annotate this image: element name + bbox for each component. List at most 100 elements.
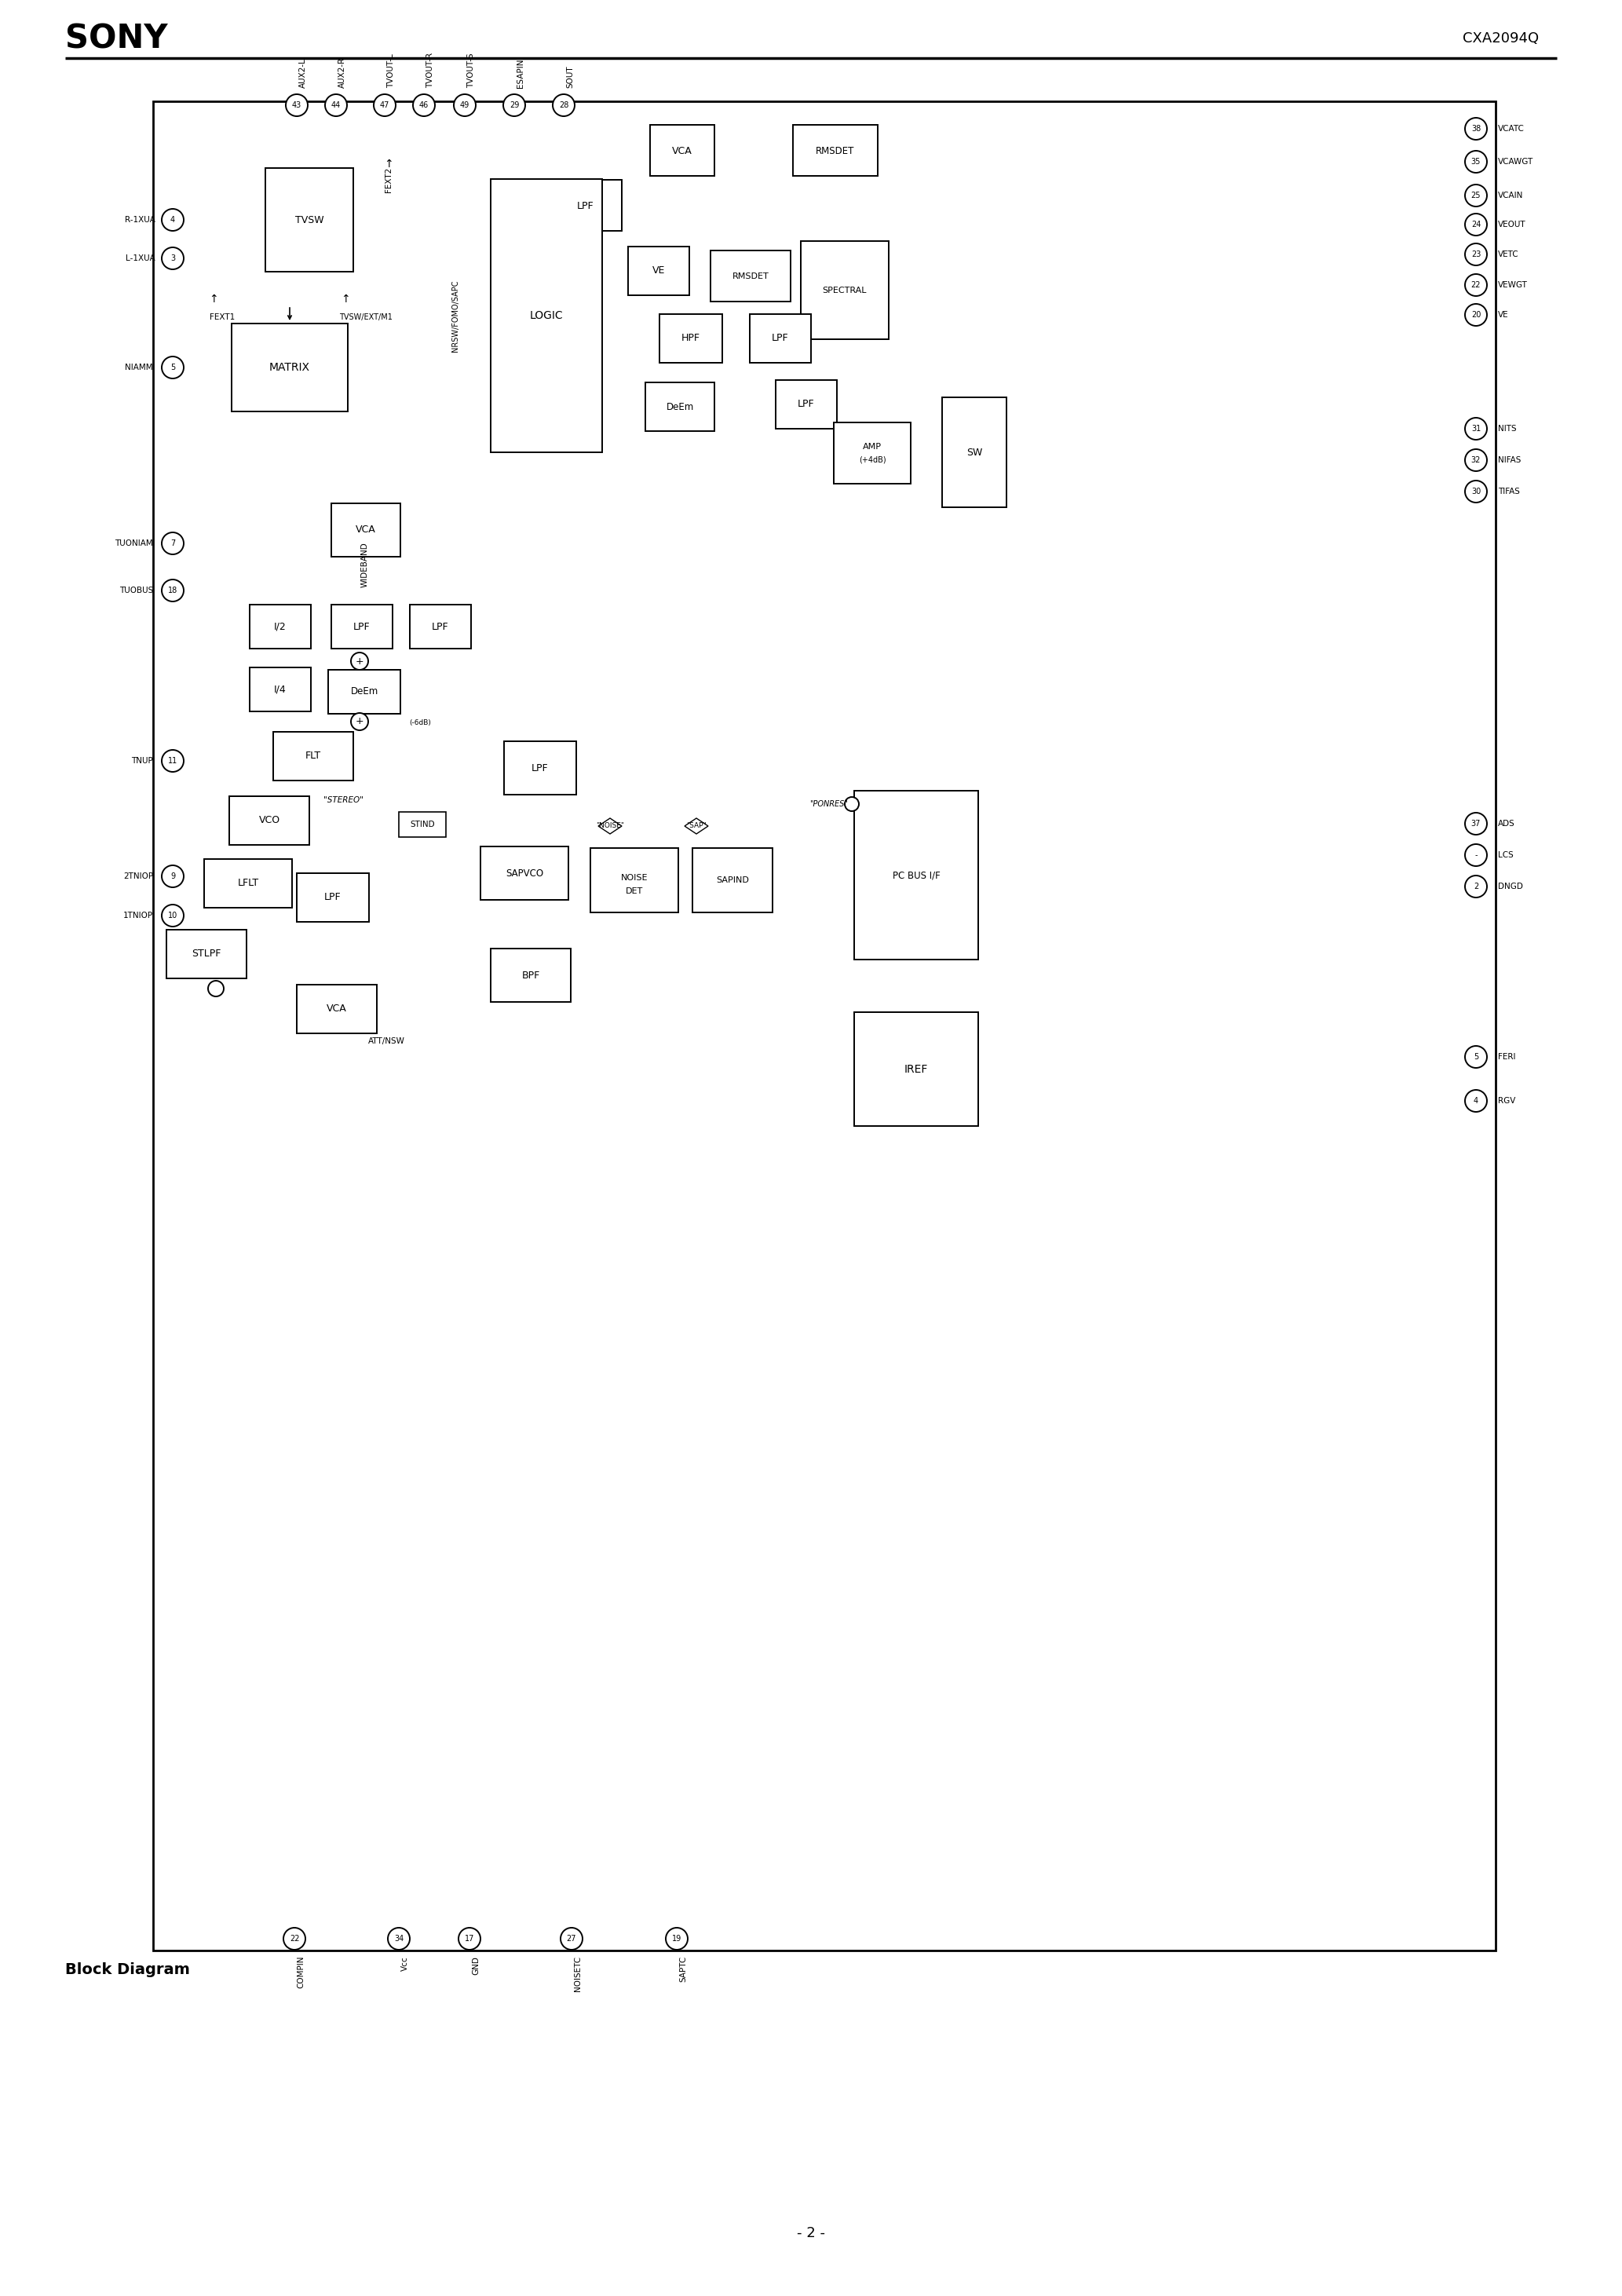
Text: DeEm: DeEm: [350, 687, 378, 698]
Circle shape: [162, 533, 183, 553]
Circle shape: [373, 94, 396, 117]
Text: CXA2094Q: CXA2094Q: [1463, 32, 1539, 46]
Text: 10: 10: [169, 912, 177, 918]
Polygon shape: [684, 817, 709, 833]
Text: LOGIC: LOGIC: [530, 310, 563, 321]
Bar: [232, 324, 347, 411]
Circle shape: [1465, 480, 1487, 503]
Text: Vcc: Vcc: [401, 1956, 409, 1970]
Text: RMSDET: RMSDET: [816, 145, 855, 156]
Bar: [167, 930, 247, 978]
Text: 31: 31: [1471, 425, 1481, 432]
Text: TUONIAM: TUONIAM: [115, 540, 152, 546]
Text: SAPIND: SAPIND: [715, 877, 749, 884]
Text: 3: 3: [170, 255, 175, 262]
Bar: [399, 813, 446, 838]
Text: "STEREO": "STEREO": [323, 797, 363, 804]
Text: MATRIX: MATRIX: [269, 363, 310, 372]
Text: DNGD: DNGD: [1499, 882, 1523, 891]
Text: TVOUT-L: TVOUT-L: [388, 53, 394, 87]
Text: +: +: [355, 716, 363, 728]
Text: 47: 47: [380, 101, 389, 110]
Circle shape: [350, 714, 368, 730]
Circle shape: [1465, 875, 1487, 898]
Text: 35: 35: [1471, 158, 1481, 165]
Text: +: +: [355, 657, 363, 666]
Text: TVOUT-R: TVOUT-R: [427, 53, 435, 87]
Text: LFLT: LFLT: [237, 879, 260, 889]
Text: SAPTC: SAPTC: [680, 1956, 688, 1981]
Text: 25: 25: [1471, 191, 1481, 200]
Bar: [855, 1013, 978, 1125]
Text: IREF: IREF: [905, 1063, 928, 1075]
Text: 34: 34: [394, 1936, 404, 1942]
Text: TUOBUS: TUOBUS: [118, 585, 152, 595]
Text: "SAP": "SAP": [686, 822, 707, 829]
Text: VCATC: VCATC: [1499, 124, 1525, 133]
Text: 5: 5: [170, 363, 175, 372]
Text: Block Diagram: Block Diagram: [65, 1963, 190, 1977]
Text: LPF: LPF: [324, 893, 341, 902]
Circle shape: [1465, 214, 1487, 236]
Text: AUX2-L: AUX2-L: [298, 57, 307, 87]
Circle shape: [162, 209, 183, 232]
Bar: [266, 168, 354, 271]
Text: LPF: LPF: [431, 622, 449, 631]
Circle shape: [1465, 418, 1487, 441]
Text: 11: 11: [169, 758, 177, 765]
Circle shape: [162, 866, 183, 886]
Text: NOISE: NOISE: [621, 875, 647, 882]
Circle shape: [350, 652, 368, 670]
Circle shape: [414, 94, 435, 117]
Text: DeEm: DeEm: [667, 402, 694, 411]
Bar: [646, 383, 714, 432]
Bar: [204, 859, 292, 907]
Bar: [328, 670, 401, 714]
Text: 24: 24: [1471, 220, 1481, 230]
Text: 17: 17: [464, 1936, 474, 1942]
Circle shape: [561, 1929, 582, 1949]
Text: 5: 5: [1473, 1054, 1478, 1061]
Text: 28: 28: [560, 101, 569, 110]
Bar: [152, 101, 1495, 1952]
Bar: [660, 315, 722, 363]
Text: 4: 4: [1473, 1097, 1478, 1104]
Bar: [855, 790, 978, 960]
Text: LPF: LPF: [798, 400, 814, 409]
Circle shape: [1465, 450, 1487, 471]
Text: NIAMM: NIAMM: [125, 363, 152, 372]
Text: 29: 29: [509, 101, 519, 110]
Bar: [272, 732, 354, 781]
Text: ↑: ↑: [384, 158, 393, 170]
Bar: [749, 315, 811, 363]
Circle shape: [665, 1929, 688, 1949]
Text: VCAWGT: VCAWGT: [1499, 158, 1533, 165]
Text: LPF: LPF: [772, 333, 788, 344]
Text: FLT: FLT: [305, 751, 321, 762]
Text: ↑: ↑: [341, 294, 350, 305]
Circle shape: [285, 94, 308, 117]
Text: 7: 7: [170, 540, 175, 546]
Text: -: -: [1474, 852, 1478, 859]
Text: 2: 2: [1473, 882, 1478, 891]
Text: 44: 44: [331, 101, 341, 110]
Text: LCS: LCS: [1499, 852, 1513, 859]
Circle shape: [1465, 117, 1487, 140]
Text: WIDEBAND: WIDEBAND: [362, 542, 368, 588]
Text: LPF: LPF: [354, 622, 370, 631]
Circle shape: [1465, 184, 1487, 207]
Circle shape: [454, 94, 475, 117]
Text: DET: DET: [626, 886, 642, 895]
Bar: [693, 847, 772, 912]
Bar: [229, 797, 310, 845]
Text: 18: 18: [169, 585, 177, 595]
Text: 4: 4: [170, 216, 175, 223]
Bar: [590, 847, 678, 912]
Circle shape: [1465, 303, 1487, 326]
Text: 30: 30: [1471, 487, 1481, 496]
Text: "PONRES": "PONRES": [809, 799, 848, 808]
Text: 9: 9: [170, 872, 175, 879]
Bar: [628, 246, 689, 296]
Text: 27: 27: [566, 1936, 576, 1942]
Text: FEXT1: FEXT1: [209, 312, 235, 321]
